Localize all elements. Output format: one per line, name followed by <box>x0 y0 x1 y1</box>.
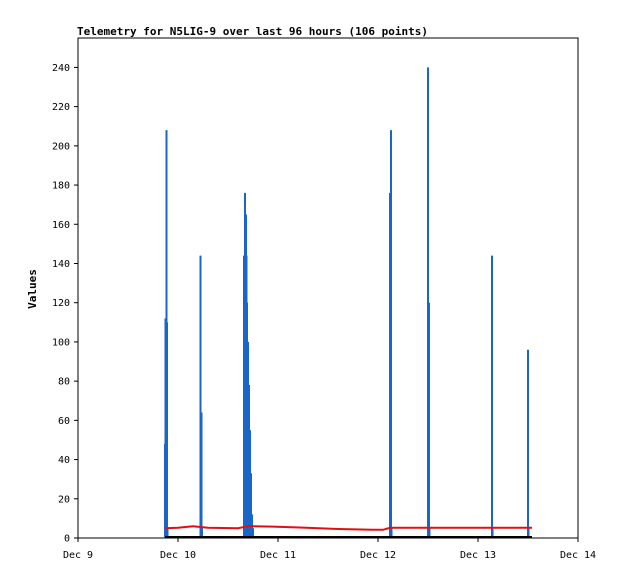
x-tick-label: Dec 13 <box>460 550 496 561</box>
y-tick-label: 80 <box>58 377 70 388</box>
x-tick-label: Dec 12 <box>360 550 396 561</box>
y-axis-label: Values <box>26 269 39 309</box>
x-tick-label: Dec 10 <box>160 550 196 561</box>
chart-title: Telemetry for N5LIG-9 over last 96 hours… <box>77 25 428 38</box>
series-layer <box>164 67 532 538</box>
series-red-line <box>164 525 532 531</box>
y-tick-label: 40 <box>58 455 70 466</box>
y-tick-label: 220 <box>52 102 70 113</box>
series-blue-spikes <box>164 67 530 538</box>
y-tick-label: 240 <box>52 63 70 74</box>
y-tick-label: 200 <box>52 141 70 152</box>
y-axis: 0 20 40 60 80 100 120 140 160 180 200 220 240 <box>52 63 78 545</box>
x-tick-label: Dec 11 <box>260 550 296 561</box>
y-tick-label: 160 <box>52 220 70 231</box>
y-tick-label: 180 <box>52 181 70 192</box>
x-tick-label: Dec 14 <box>560 550 596 561</box>
x-tick-label: Dec 9 <box>63 550 93 561</box>
y-tick-label: 140 <box>52 259 70 270</box>
plot-area-frame <box>77 37 579 539</box>
y-tick-label: 120 <box>52 298 70 309</box>
y-tick-label: 0 <box>64 534 70 545</box>
y-tick-label: 60 <box>58 416 70 427</box>
y-tick-label: 100 <box>52 337 70 348</box>
y-tick-label: 20 <box>58 494 70 505</box>
x-axis: Dec 9 Dec 10 Dec 11 Dec 12 Dec 13 Dec 14 <box>63 538 596 561</box>
